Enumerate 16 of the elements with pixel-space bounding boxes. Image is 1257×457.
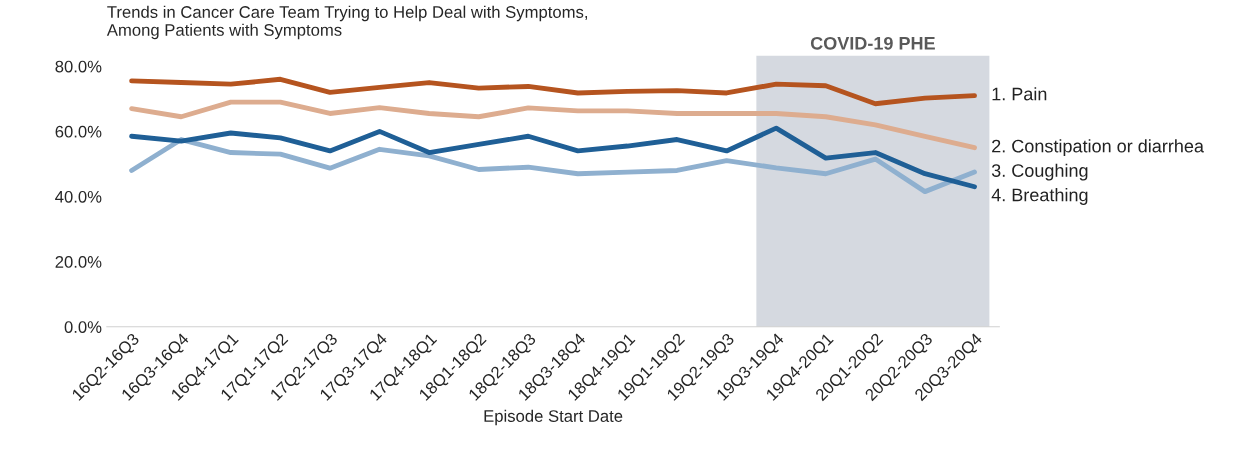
band-label: COVID-19 PHE [810, 36, 935, 50]
y-tick-label: 60.0% [55, 125, 102, 138]
series-label: 4. Breathing [991, 188, 1088, 205]
series-label: 1. Pain [992, 87, 1047, 101]
series-label: 2. Constipation or diarrhea [992, 139, 1204, 157]
line-series [129, 137, 977, 195]
x-axis-title: Episode Start Date [484, 409, 623, 426]
line-series [129, 99, 977, 151]
chart-title: Trends in Cancer Care Team Trying to Help Deal with Symptoms, Among Patients with Symptoms [106, 5, 588, 40]
line-series [129, 76, 977, 107]
line-series [129, 125, 977, 190]
series-label: 3. Coughing [991, 163, 1088, 181]
y-tick-label: 0.0% [64, 321, 102, 333]
y-tick-label: 80.0% [55, 60, 102, 73]
y-tick-label: 20.0% [55, 256, 102, 268]
y-tick-label: 40.0% [55, 190, 102, 203]
